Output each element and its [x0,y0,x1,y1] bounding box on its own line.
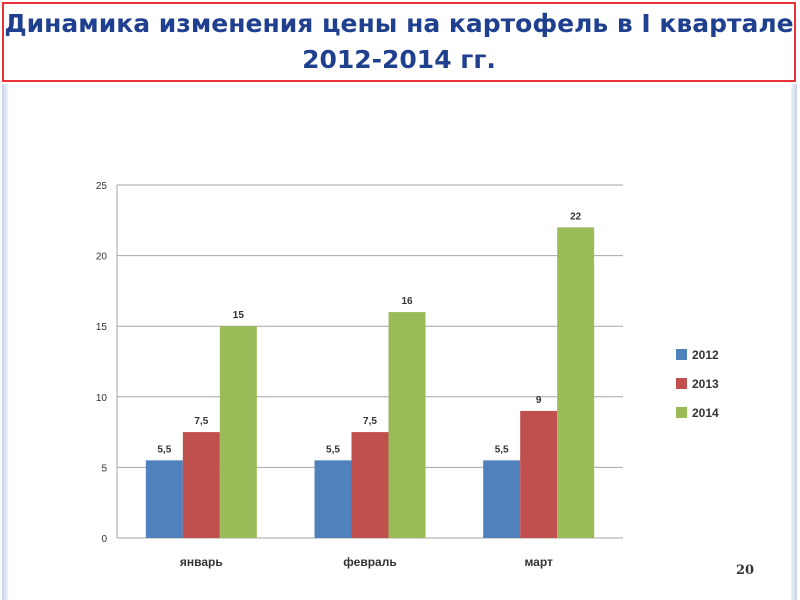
data-label: 5,5 [495,444,509,455]
bar-2013-2 [351,432,389,538]
title-box: Динамика изменения цены на картофель в I… [2,2,796,82]
y-tick-label: 0 [101,534,107,545]
bar-2013-3 [520,410,558,538]
y-tick-label: 5 [101,463,107,474]
x-tick-label: январь [180,555,223,569]
legend-label-2013: 2013 [692,377,719,391]
legend-swatch-2013 [676,378,687,389]
bar-2012-3 [483,460,521,538]
frame-left-edge [2,84,8,600]
bar-2012-2 [314,460,352,538]
bar-2014-1 [219,326,257,538]
y-tick-label: 15 [96,322,108,333]
page-number: 20 [736,563,755,578]
data-label: 16 [401,296,413,307]
data-label: 22 [570,211,582,222]
y-tick-label: 10 [96,393,108,404]
bar-2014-3 [557,227,595,539]
x-tick-label: февраль [343,555,396,569]
data-label: 5,5 [157,444,171,455]
x-tick-label: март [524,555,553,569]
bar-2013-1 [182,432,220,538]
slide-title: Динамика изменения цены на картофель в I… [4,9,794,74]
legend-swatch-2014 [676,407,687,418]
legend-label-2014: 2014 [692,406,719,420]
data-label: 15 [233,310,245,321]
frame-right-edge [791,84,797,600]
y-tick-label: 20 [96,252,108,263]
data-label: 7,5 [194,416,208,427]
bar-2012-1 [145,460,183,538]
y-tick-label: 25 [96,181,108,192]
legend-label-2012: 2012 [692,348,719,362]
data-label: 9 [536,395,542,406]
data-label: 5,5 [326,444,340,455]
legend-swatch-2012 [676,349,687,360]
data-label: 7,5 [363,416,377,427]
bar-2014-2 [388,312,426,538]
